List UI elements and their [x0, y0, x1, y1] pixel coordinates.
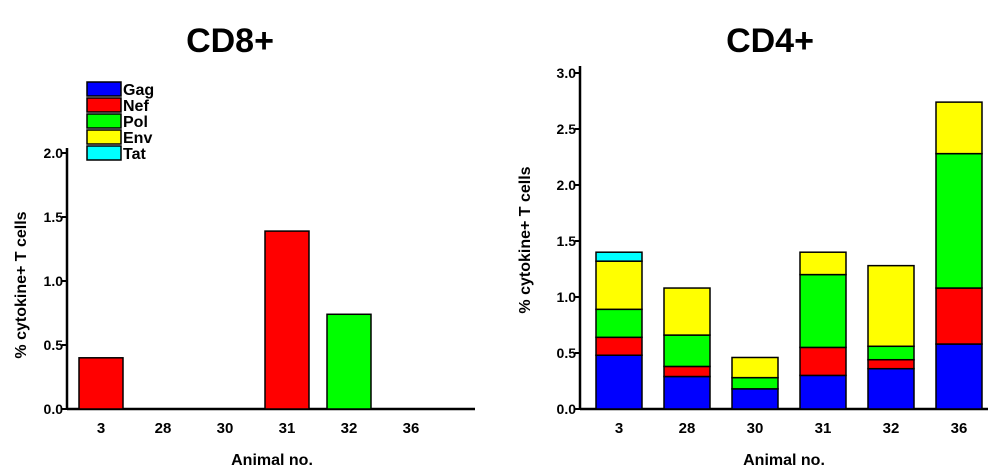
cd4-bar-env-30: [731, 356, 779, 379]
cd8-x-axis-label: Animal no.: [231, 452, 313, 467]
cd4-bar-env-3: [595, 260, 643, 311]
cd4-y-ticks: 0.0 0.5 1.0 1.5 2.0 2.5 3.0: [557, 65, 580, 417]
cd4-x-tick-label: 36: [951, 420, 968, 437]
cd8-y-axis-label: % cytokine+ T cells: [13, 211, 30, 358]
legend-swatch-env: [86, 129, 122, 145]
cd4-bar-pol-31: [799, 273, 847, 349]
cd4-bar-pol-3: [595, 308, 643, 339]
cd4-bar-pol-30: [731, 376, 779, 390]
cd4-bars: [595, 101, 983, 410]
cd4-bar-gag-3: [595, 354, 643, 410]
cd4-y-tick-label: 3.0: [557, 65, 577, 81]
cd4-x-tick-label: 28: [679, 420, 696, 437]
cd8-chart-title: CD8+: [186, 22, 274, 60]
cd8-x-tick-label: 36: [403, 420, 420, 437]
cd8-y-ticks: 0.0 0.5 1.0 1.5 2.0: [44, 145, 67, 417]
cd4-y-tick-label: 0.5: [557, 345, 577, 361]
legend-swatch-tat: [86, 145, 122, 161]
cd4-x-tick-label: 31: [815, 420, 832, 437]
cd4-x-axis-label: Animal no.: [743, 452, 825, 467]
cd4-bar-env-31: [799, 251, 847, 276]
cd8-y-tick-label: 1.5: [44, 209, 64, 225]
cd8-bar-pol-32: [326, 313, 372, 410]
cd4-y-tick-label: 1.0: [557, 289, 577, 305]
legend-swatch-nef: [86, 97, 122, 113]
cd4-y-axis-label: % cytokine+ T cells: [517, 166, 534, 313]
cd4-bar-env-28: [663, 287, 711, 336]
cd8-x-ticks: 3 28 30 31 32 36: [97, 420, 420, 437]
cd4-bar-nef-36: [935, 287, 983, 345]
cd8-x-tick-label: 28: [155, 420, 172, 437]
cd8-x-tick-label: 3: [97, 420, 105, 437]
legend-label-gag: Gag: [123, 82, 154, 99]
cd4-bar-pol-28: [663, 334, 711, 368]
legend-label-pol: Pol: [123, 114, 148, 131]
cd8-x-tick-label: 32: [341, 420, 358, 437]
cd4-chart-title: CD4+: [726, 22, 814, 60]
cd4-y-tick-label: 0.0: [557, 401, 577, 417]
cd4-bar-tat-3: [595, 251, 643, 262]
cd4-bar-nef-3: [595, 336, 643, 356]
cd4-x-tick-label: 3: [615, 420, 623, 437]
cd8-y-tick-label: 1.0: [44, 273, 64, 289]
cd4-bar-nef-31: [799, 346, 847, 377]
legend-label-nef: Nef: [123, 98, 149, 115]
cd4-bar-gag-28: [663, 375, 711, 410]
cd8-bar-nef-31: [264, 230, 310, 410]
cd4-x-tick-label: 30: [747, 420, 764, 437]
cd4-y-tick-label: 2.0: [557, 177, 577, 193]
cd8-panel: CD8+ % cytokine+ T cells Animal no. 0.00…: [13, 22, 475, 467]
cd8-x-tick-label: 31: [279, 420, 296, 437]
cd8-y-tick-label: 0.0: [44, 401, 64, 417]
cd8-y-tick-label: 0.5: [44, 337, 64, 353]
legend-swatch-gag: [86, 81, 122, 97]
cd4-bar-pol-36: [935, 152, 983, 289]
cd4-bar-nef-32: [867, 358, 915, 370]
legend-label-tat: Tat: [123, 146, 146, 163]
legend-label-env: Env: [123, 130, 152, 147]
cd4-bar-gag-32: [867, 367, 915, 410]
cd4-bar-gag-31: [799, 374, 847, 410]
cd4-bar-env-32: [867, 264, 915, 348]
cd4-x-tick-label: 32: [883, 420, 900, 437]
cd4-bar-nef-28: [663, 365, 711, 378]
legend-swatch-pol: [86, 113, 122, 129]
cd4-y-tick-label: 1.5: [557, 233, 577, 249]
cd8-bar-nef-3: [78, 357, 124, 410]
cd4-bar-gag-30: [731, 388, 779, 410]
cd4-bar-env-36: [935, 101, 983, 155]
cd4-bar-gag-36: [935, 343, 983, 410]
cd4-bar-pol-32: [867, 345, 915, 361]
cd8-y-tick-label: 2.0: [44, 145, 64, 161]
cd8-x-tick-label: 30: [217, 420, 234, 437]
cd4-panel: CD4+ % cytokine+ T cells Animal no. 0.00…: [517, 22, 988, 467]
cd4-y-tick-label: 2.5: [557, 121, 577, 137]
cd8-bars: [78, 230, 372, 410]
cd4-x-ticks: 3 28 30 31 32 36: [615, 420, 968, 437]
